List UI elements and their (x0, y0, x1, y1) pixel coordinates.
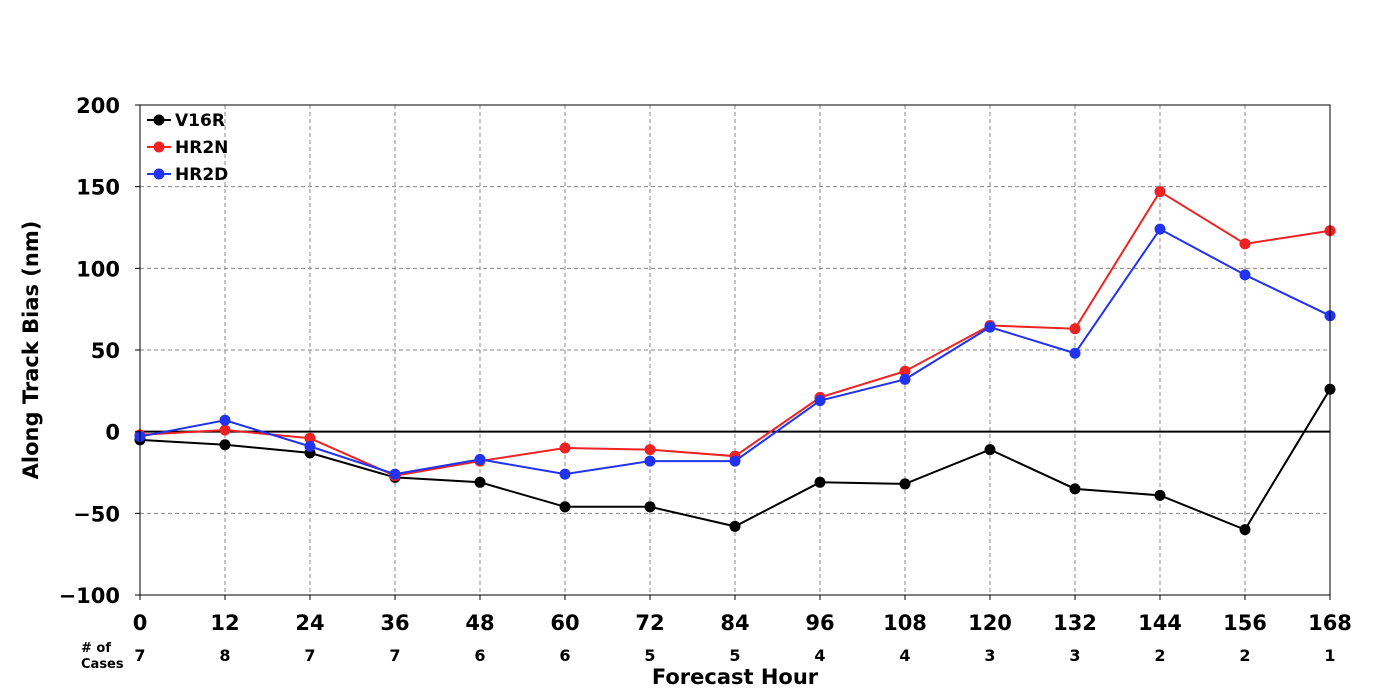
data-point-v16r (474, 476, 486, 488)
cases-count: 8 (219, 646, 230, 665)
cases-row-title-line1: # of (81, 641, 111, 656)
legend-item-hr2n: HR2N (147, 138, 228, 158)
data-point-hr2d (1069, 347, 1081, 359)
legend-label: HR2D (175, 165, 228, 185)
data-point-v16r (559, 501, 571, 513)
data-point-v16r (814, 476, 826, 488)
x-tick-label: 36 (380, 611, 409, 635)
data-point-hr2d (219, 414, 231, 426)
y-tick-label: −100 (59, 584, 120, 608)
data-point-hr2n (644, 444, 656, 456)
grid-lines (140, 105, 1330, 595)
data-point-hr2n (899, 365, 911, 377)
data-point-hr2d (474, 453, 486, 465)
cases-count: 2 (1154, 646, 1165, 665)
data-point-hr2d (559, 468, 571, 480)
x-tick-label: 48 (465, 611, 494, 635)
cases-row-title-line2: Cases (81, 657, 124, 672)
legend-swatch-marker (153, 168, 165, 180)
data-point-hr2d (899, 373, 911, 385)
data-point-v16r (644, 501, 656, 513)
cases-count: 7 (389, 646, 400, 665)
x-tick-label: 108 (883, 611, 927, 635)
legend-item-hr2d: HR2D (147, 165, 228, 185)
cases-count: 3 (1069, 646, 1080, 665)
data-point-hr2d (1239, 269, 1251, 281)
y-axis-label: Along Track Bias (nm) (19, 221, 43, 480)
y-tick-label: 50 (91, 339, 120, 363)
x-tick-label: 0 (133, 611, 148, 635)
data-point-v16r (1239, 524, 1251, 536)
legend-swatch-marker (153, 114, 165, 126)
x-tick-label: 12 (210, 611, 239, 635)
legend-label: V16R (175, 111, 225, 131)
x-tick-label: 120 (968, 611, 1012, 635)
cases-count: 5 (729, 646, 740, 665)
cases-count: 2 (1239, 646, 1250, 665)
legend-label: HR2N (175, 138, 228, 158)
y-tick-labels: −100 −50 0 50 100 150 200 (59, 94, 140, 608)
cases-count: 1 (1324, 646, 1335, 665)
x-tick-label: 144 (1138, 611, 1182, 635)
cases-count: 4 (814, 646, 825, 665)
data-point-v16r (729, 520, 741, 532)
cases-count: 4 (899, 646, 910, 665)
data-point-hr2n (1239, 238, 1251, 250)
data-point-v16r (984, 444, 996, 456)
x-tick-label: 84 (720, 611, 749, 635)
y-tick-label: 0 (105, 421, 120, 445)
data-point-hr2n (1154, 186, 1166, 198)
data-point-hr2d (644, 455, 656, 467)
data-point-v16r (1154, 489, 1166, 501)
x-tick-labels: 0 12 24 36 48 60 72 84 96 108 120 132 144 156 168 (133, 595, 1352, 635)
cases-count: 7 (134, 646, 145, 665)
y-tick-label: 100 (76, 257, 120, 281)
x-tick-label: 132 (1053, 611, 1097, 635)
data-point-v16r (1069, 483, 1081, 495)
series-hr2d (134, 223, 1336, 480)
legend: V16R HR2N HR2D (147, 111, 228, 185)
series-lines (134, 186, 1336, 536)
y-tick-label: −50 (73, 502, 120, 526)
cases-count: 6 (474, 646, 485, 665)
data-point-hr2n (1069, 323, 1081, 335)
data-point-hr2n (304, 432, 316, 444)
x-tick-label: 24 (295, 611, 324, 635)
y-tick-label: 200 (76, 94, 120, 118)
data-point-hr2n (559, 442, 571, 454)
data-point-hr2d (304, 440, 316, 452)
cases-count: 5 (644, 646, 655, 665)
cases-count: 6 (559, 646, 570, 665)
cases-count: 7 (304, 646, 315, 665)
legend-item-v16r: V16R (147, 111, 225, 131)
legend-swatch-marker (153, 141, 165, 153)
cases-count: 3 (984, 646, 995, 665)
data-point-hr2n (219, 424, 231, 436)
x-tick-label: 156 (1223, 611, 1267, 635)
y-tick-label: 150 (76, 176, 120, 200)
data-point-hr2d (1154, 223, 1166, 235)
x-tick-label: 72 (635, 611, 664, 635)
data-point-v16r (899, 478, 911, 490)
x-axis-label: Forecast Hour (652, 665, 819, 689)
x-tick-label: 96 (805, 611, 834, 635)
x-tick-label: 60 (550, 611, 579, 635)
data-point-v16r (219, 439, 231, 451)
data-point-hr2d (729, 455, 741, 467)
data-point-hr2d (984, 321, 996, 333)
x-tick-label: 168 (1308, 611, 1352, 635)
cases-row: 7 8 7 7 6 6 5 5 4 4 3 3 2 2 1 (134, 646, 1335, 665)
data-point-hr2d (814, 395, 826, 407)
data-point-hr2d (389, 468, 401, 480)
